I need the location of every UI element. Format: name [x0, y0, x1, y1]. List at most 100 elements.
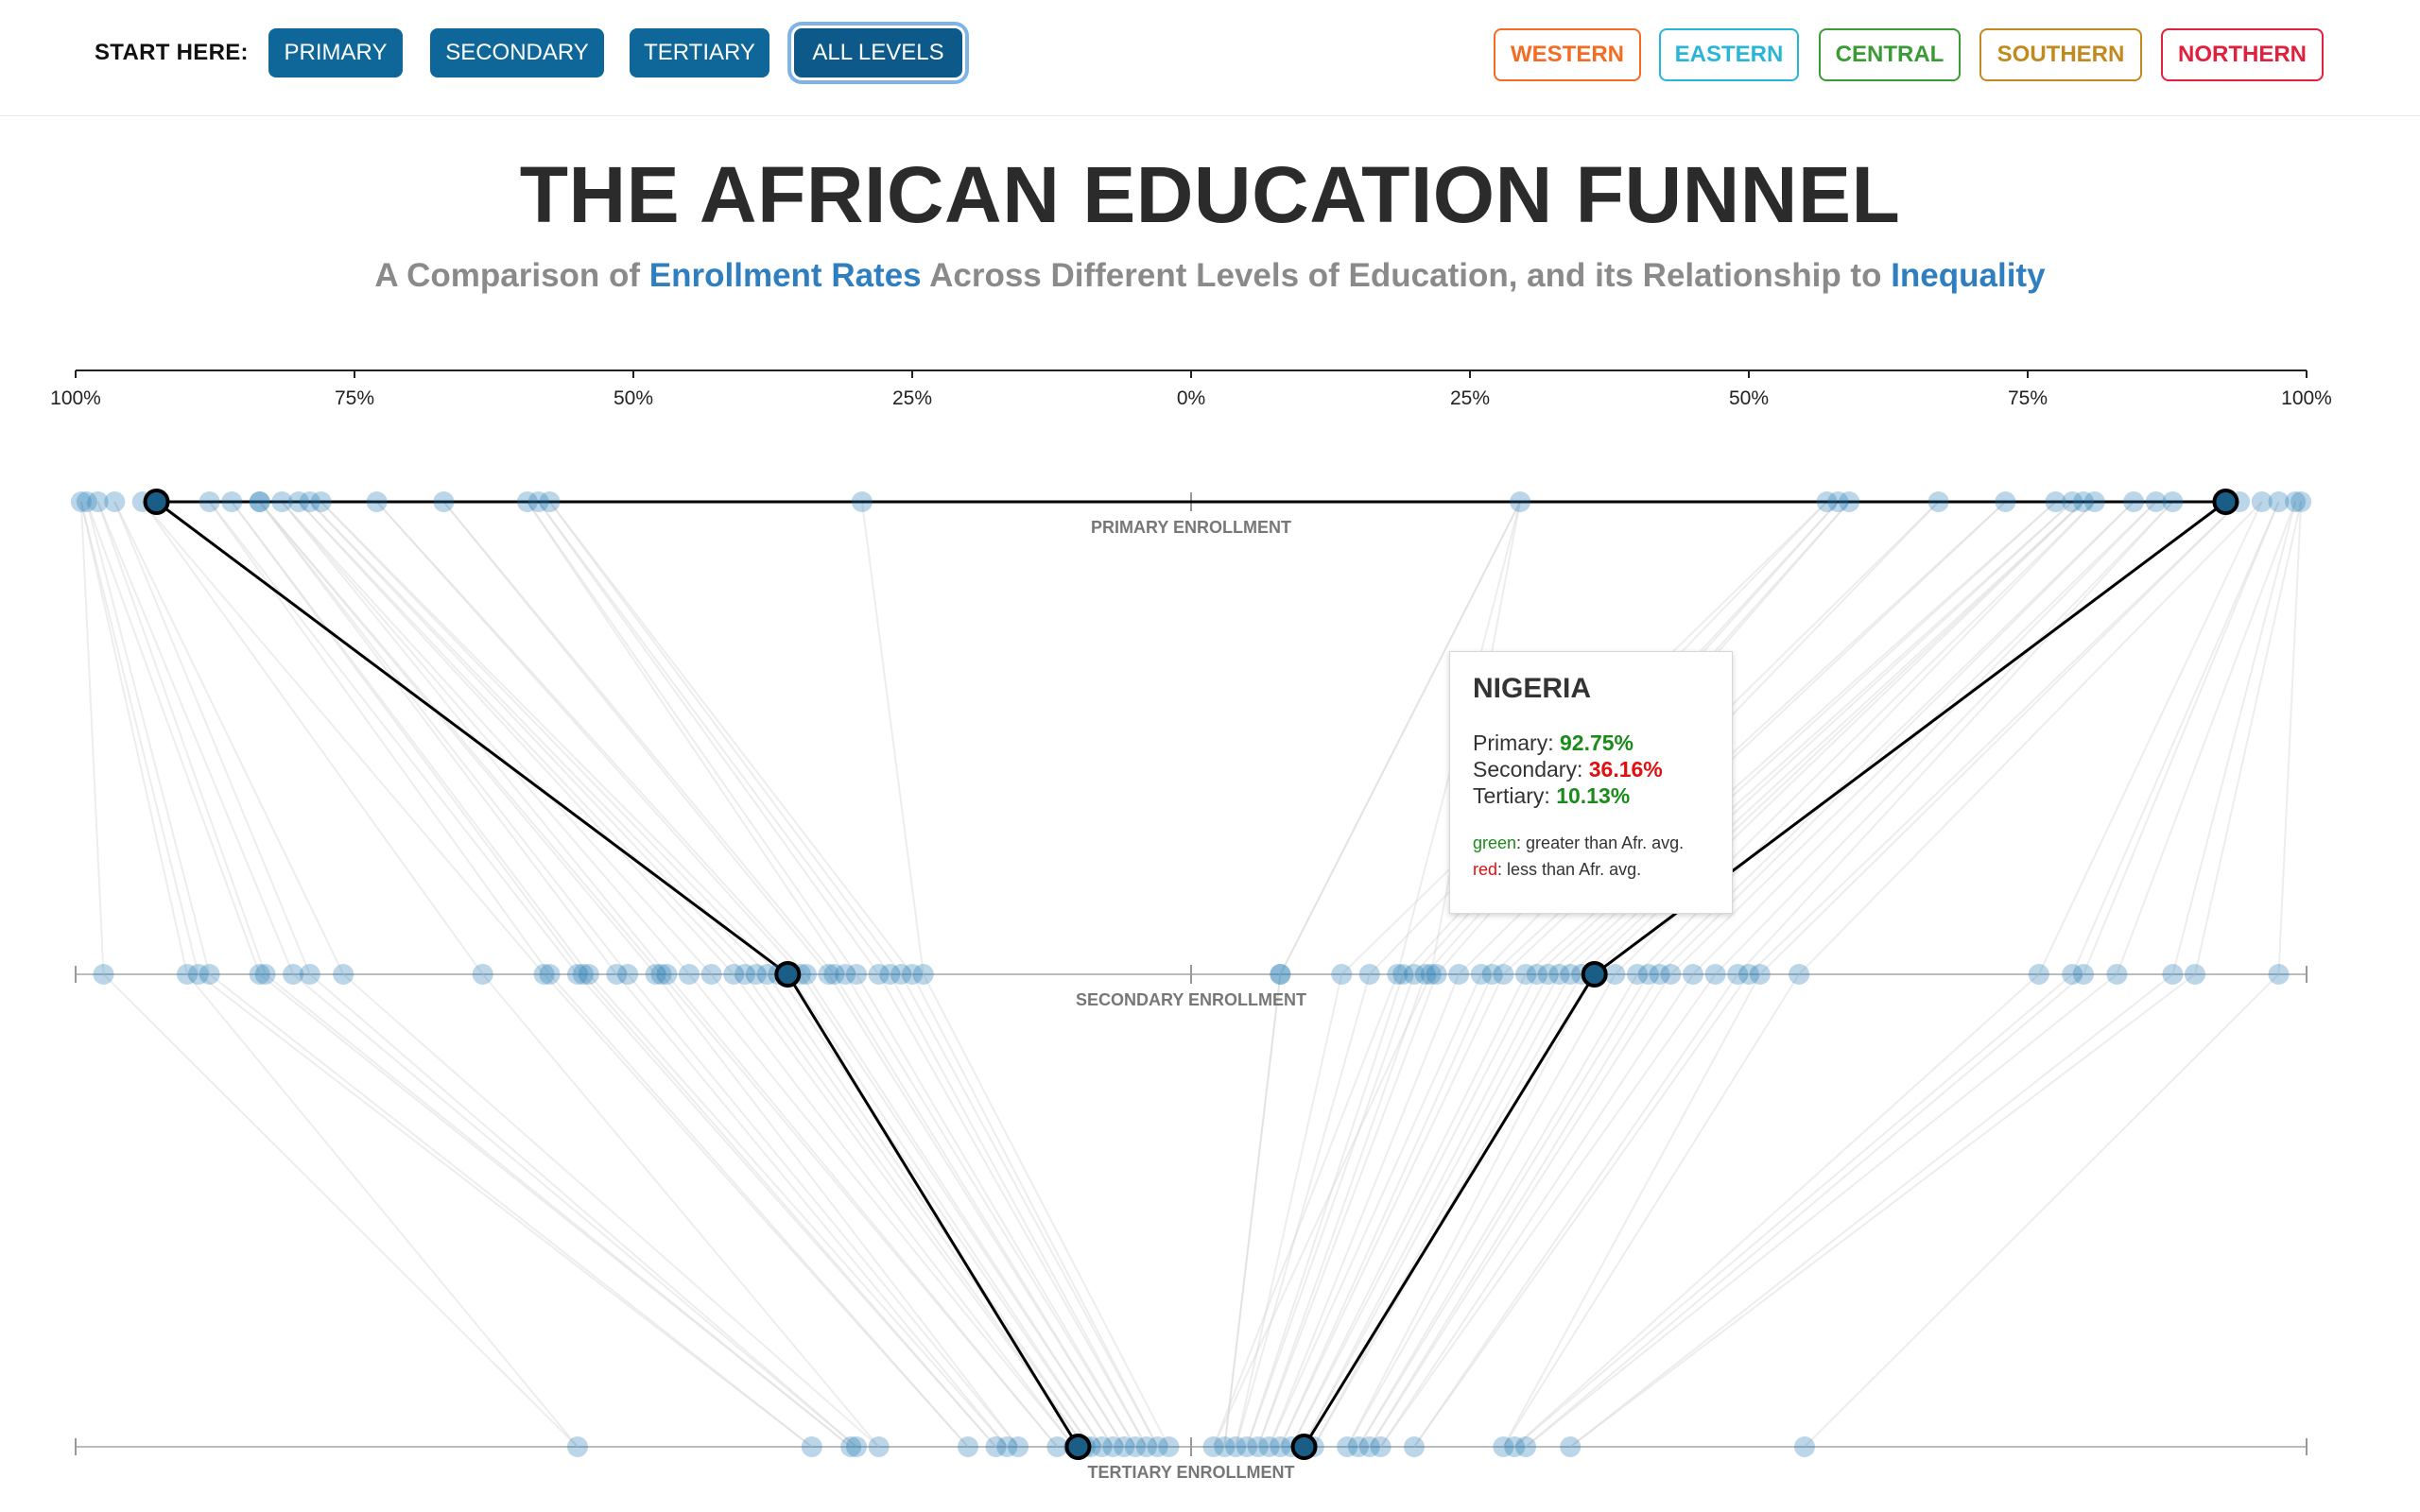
- secondary-country-point: [1515, 964, 1536, 985]
- country-link-line: [208, 973, 813, 1448]
- eastern-region-button[interactable]: EASTERN: [1659, 28, 1799, 81]
- secondary-country-point: [2028, 964, 2049, 985]
- secondary-country-point: [890, 964, 912, 985]
- country-link-line: [320, 501, 790, 975]
- primary-country-point: [2083, 491, 2105, 512]
- primary-country-point: [2145, 491, 2167, 512]
- secondary-country-point: [283, 964, 304, 985]
- western-region-button[interactable]: WESTERN: [1494, 28, 1641, 81]
- primary-country-point: [1839, 491, 1860, 512]
- primary-country-point: [299, 491, 320, 512]
- country-link-line: [264, 973, 852, 1448]
- enrollment-rates-link[interactable]: Enrollment Rates: [648, 257, 922, 294]
- axis-tick-label: 25%: [892, 387, 932, 409]
- northern-region-button[interactable]: NORTHERN: [2161, 28, 2324, 81]
- country-link-line: [1759, 501, 2240, 975]
- secondary-country-point: [1392, 964, 1414, 985]
- tertiary-country-point: [1135, 1436, 1157, 1457]
- primary-country-point: [104, 491, 126, 512]
- tertiary-country-point: [1247, 1436, 1269, 1457]
- primary-country-point: [76, 491, 97, 512]
- primary-country-point: [2073, 491, 2094, 512]
- country-link-line: [102, 973, 579, 1448]
- central-region-button[interactable]: CENTRAL: [1819, 28, 1961, 81]
- primary-level-button[interactable]: PRIMARY: [268, 28, 403, 77]
- secondary-country-point: [1548, 964, 1570, 985]
- country-link-line: [543, 973, 969, 1448]
- country-link-line: [827, 973, 1126, 1448]
- country-link-line: [733, 973, 1086, 1448]
- tertiary-country-point: [1008, 1436, 1029, 1457]
- country-link-line: [2083, 501, 2280, 975]
- country-link-line: [1413, 973, 1739, 1448]
- secondary-country-point: [1470, 964, 1492, 985]
- country-link-line: [537, 501, 880, 975]
- primary-country-point: [2123, 491, 2145, 512]
- tertiary-country-point: [1404, 1436, 1425, 1457]
- primary-country-point: [2290, 491, 2312, 512]
- country-link-line: [2277, 501, 2303, 975]
- secondary-country-point: [1526, 964, 1547, 985]
- country-link-line: [298, 501, 746, 975]
- southern-region-button[interactable]: SOUTHERN: [1979, 28, 2142, 81]
- tertiary-country-point: [840, 1436, 862, 1457]
- secondary-country-point: [756, 964, 778, 985]
- secondary-country-point: [578, 964, 599, 985]
- tertiary-level-button[interactable]: TERTIARY: [630, 28, 769, 77]
- country-link-line: [1256, 973, 1426, 1448]
- tertiary-country-point: [801, 1436, 822, 1457]
- country-link-line: [1513, 973, 2073, 1448]
- country-link-line: [208, 501, 551, 975]
- tertiary-country-point: [1225, 1436, 1247, 1457]
- secondary-country-point: [1683, 964, 1703, 985]
- secondary-country-point: [1704, 964, 1726, 985]
- all-levels-button[interactable]: ALL LEVELS: [794, 28, 962, 77]
- secondary-country-point: [299, 964, 320, 985]
- legend-red-text: : less than Afr. avg.: [1497, 860, 1642, 879]
- secondary-level-button[interactable]: SECONDARY: [430, 28, 604, 77]
- country-link-line: [1368, 973, 1661, 1448]
- country-link-line: [666, 973, 1059, 1448]
- secondary-country-point: [1404, 964, 1425, 985]
- highlight-primary-point: [143, 489, 170, 515]
- tertiary-country-point: [1370, 1436, 1392, 1457]
- tertiary-country-point: [1337, 1436, 1358, 1457]
- country-link-line: [582, 973, 997, 1448]
- control-bar: START HERE: PRIMARY SECONDARY TERTIARY A…: [0, 0, 2420, 116]
- primary-country-point: [2062, 491, 2083, 512]
- country-link-line: [577, 973, 997, 1448]
- primary-country-point: [87, 491, 109, 512]
- tooltip-legend: green: greater than Afr. avg. red: less …: [1473, 830, 1709, 883]
- tertiary-country-point: [1046, 1436, 1068, 1457]
- country-link-line: [660, 973, 1059, 1448]
- country-link-line: [2116, 501, 2297, 975]
- country-link-line: [777, 973, 1103, 1448]
- primary-country-point: [2268, 491, 2290, 512]
- secondary-country-point: [912, 964, 934, 985]
- country-link-line: [1279, 973, 1494, 1448]
- country-link-line: [259, 973, 852, 1448]
- country-link-line: [258, 501, 663, 975]
- legend-green-word: green: [1473, 833, 1517, 852]
- inequality-link[interactable]: Inequality: [1891, 257, 2046, 294]
- primary-country-point: [1510, 491, 1531, 512]
- country-link-line: [481, 973, 880, 1448]
- primary-country-point: [249, 491, 270, 512]
- funnel-chart: 100% 75% 50% 25% 0% 25% 50% 75% 100% PRIMARY ENRO…: [50, 369, 2332, 1482]
- legend-green-text: : greater than Afr. avg.: [1516, 833, 1685, 852]
- country-link-line: [292, 973, 857, 1448]
- country-link-line: [615, 973, 1009, 1448]
- tooltip-secondary-value: 36.16%: [1588, 757, 1663, 782]
- tertiary-country-point: [985, 1436, 1007, 1457]
- country-link-line: [1368, 973, 1672, 1448]
- country-link-line: [1714, 501, 2174, 975]
- country-link-line: [113, 501, 311, 975]
- secondary-country-point: [1481, 964, 1503, 985]
- country-link-line: [800, 973, 1115, 1448]
- country-link-line: [85, 501, 261, 975]
- secondary-country-point: [679, 964, 700, 985]
- tooltip-tertiary-label: Tertiary:: [1473, 783, 1557, 808]
- country-link-line: [141, 501, 484, 975]
- country-link-line: [1804, 973, 2280, 1448]
- country-link-line: [877, 973, 1148, 1448]
